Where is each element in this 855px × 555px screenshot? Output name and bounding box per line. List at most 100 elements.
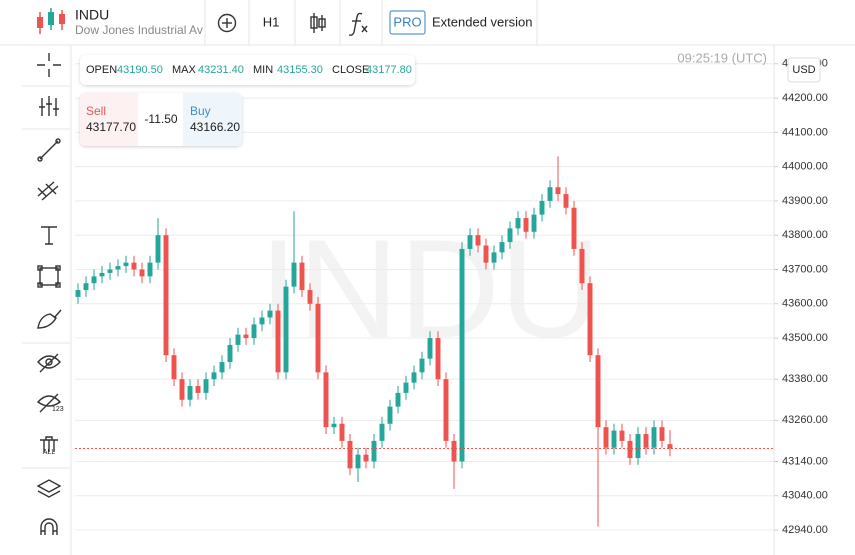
sell-label[interactable]: Sell <box>86 104 106 118</box>
candle-body <box>147 262 153 277</box>
candle-body <box>243 334 249 339</box>
price-axis: 44300.0044200.0044100.0044000.0043900.00… <box>774 58 828 536</box>
candle-body <box>267 310 273 318</box>
candle-body <box>395 392 401 407</box>
trade-panel: Sell 43177.70 -11.50 Buy 43166.20 <box>80 93 242 146</box>
chart-type-icon[interactable] <box>37 8 65 34</box>
ohlc-label: CLOSE <box>332 64 369 76</box>
y-tick-label: 43800.00 <box>782 229 828 241</box>
candle-body <box>451 440 457 462</box>
candle-body <box>115 266 121 270</box>
candle-body <box>443 379 449 441</box>
candle-body <box>179 379 185 400</box>
y-tick-label: 43700.00 <box>782 263 828 275</box>
candle-body <box>515 218 521 229</box>
candle-body <box>571 207 577 249</box>
brush-tool[interactable] <box>37 309 62 329</box>
candle-body <box>387 406 393 424</box>
candle-body <box>339 423 345 441</box>
candle-body <box>211 372 217 380</box>
candle-body <box>579 248 585 284</box>
candle-body <box>411 372 417 383</box>
candle-body <box>123 262 129 267</box>
candle-body <box>235 334 241 345</box>
y-tick-label: 43500.00 <box>782 332 828 344</box>
ohlc-value: 43155.30 <box>277 64 323 76</box>
candle-body <box>251 324 257 339</box>
candle-body <box>371 440 377 462</box>
text-tool[interactable] <box>41 226 57 245</box>
buy-label[interactable]: Buy <box>190 104 211 118</box>
y-tick-label: 43900.00 <box>782 195 828 207</box>
candle-body <box>651 427 657 448</box>
candle-body <box>315 303 321 373</box>
ohlc-label: MAX <box>172 64 197 76</box>
crosshair-tool[interactable] <box>37 53 61 77</box>
candle-body <box>475 235 481 246</box>
candle-body <box>499 242 505 253</box>
buy-button[interactable] <box>183 93 242 146</box>
candle-style-button[interactable] <box>310 13 326 33</box>
magnet-tool[interactable] <box>40 518 58 535</box>
candle-body <box>347 440 353 469</box>
add-indicator-button[interactable] <box>217 13 237 33</box>
hide-indicators-tool[interactable] <box>36 393 62 413</box>
fib-tool[interactable] <box>37 181 59 201</box>
pro-badge[interactable] <box>389 10 426 35</box>
y-tick-label: 43380.00 <box>782 373 828 385</box>
y-tick-label: 42940.00 <box>782 524 828 536</box>
candle-body <box>275 310 281 373</box>
currency-button[interactable] <box>787 57 821 83</box>
candle-body <box>83 283 89 291</box>
symbol[interactable]: INDU <box>75 7 109 23</box>
buy-price[interactable]: 43166.20 <box>190 120 240 134</box>
extended-version[interactable]: Extended version <box>432 14 532 29</box>
candle-body <box>107 269 113 273</box>
y-tick-label: 43600.00 <box>782 298 828 310</box>
candle-body <box>163 235 169 356</box>
candle-body <box>547 187 553 201</box>
candle-body <box>459 248 465 462</box>
candle-body <box>75 290 81 297</box>
candle-body <box>619 430 625 441</box>
sell-price[interactable]: 43177.70 <box>86 120 136 134</box>
delete-all-tool[interactable] <box>40 436 58 452</box>
candle-body <box>611 430 617 448</box>
ohlc-label: MIN <box>253 64 273 76</box>
candle-body <box>259 317 265 325</box>
candle-body <box>531 214 537 232</box>
candle-body <box>363 454 369 462</box>
shape-tool[interactable] <box>37 265 61 288</box>
candle-body <box>91 276 97 284</box>
icon-label: 123 <box>52 406 64 413</box>
plot <box>75 63 773 531</box>
currency[interactable]: USD <box>792 64 815 76</box>
candle-body <box>187 386 193 400</box>
ohlc-label: OPEN <box>86 64 117 76</box>
candle-body <box>627 440 633 459</box>
trendline-tool[interactable] <box>37 138 61 162</box>
y-tick-label: 43040.00 <box>782 490 828 502</box>
spread: -11.50 <box>144 112 177 126</box>
candle-body <box>139 269 145 277</box>
candle-body <box>155 235 161 263</box>
pro-label[interactable]: PRO <box>393 14 421 29</box>
candle-body <box>227 344 233 363</box>
y-tick-label: 43260.00 <box>782 414 828 426</box>
candle-body <box>323 372 329 428</box>
candle-body <box>603 427 609 448</box>
y-tick-label: 43140.00 <box>782 455 828 467</box>
fx-button[interactable] <box>348 12 368 36</box>
left-toolbar: 123 ALL <box>22 45 72 555</box>
layers-tool[interactable] <box>36 479 62 498</box>
timeframe[interactable]: H1 <box>263 14 280 29</box>
sell-button[interactable] <box>80 93 138 146</box>
candle-body <box>419 358 425 373</box>
candle-body <box>99 272 105 277</box>
indicators-tool[interactable] <box>39 96 59 116</box>
candle-body <box>563 194 569 208</box>
candle-body <box>467 235 473 249</box>
candle-body <box>587 283 593 356</box>
hide-drawings-tool[interactable] <box>37 353 61 373</box>
y-tick-label: 44200.00 <box>782 92 828 104</box>
